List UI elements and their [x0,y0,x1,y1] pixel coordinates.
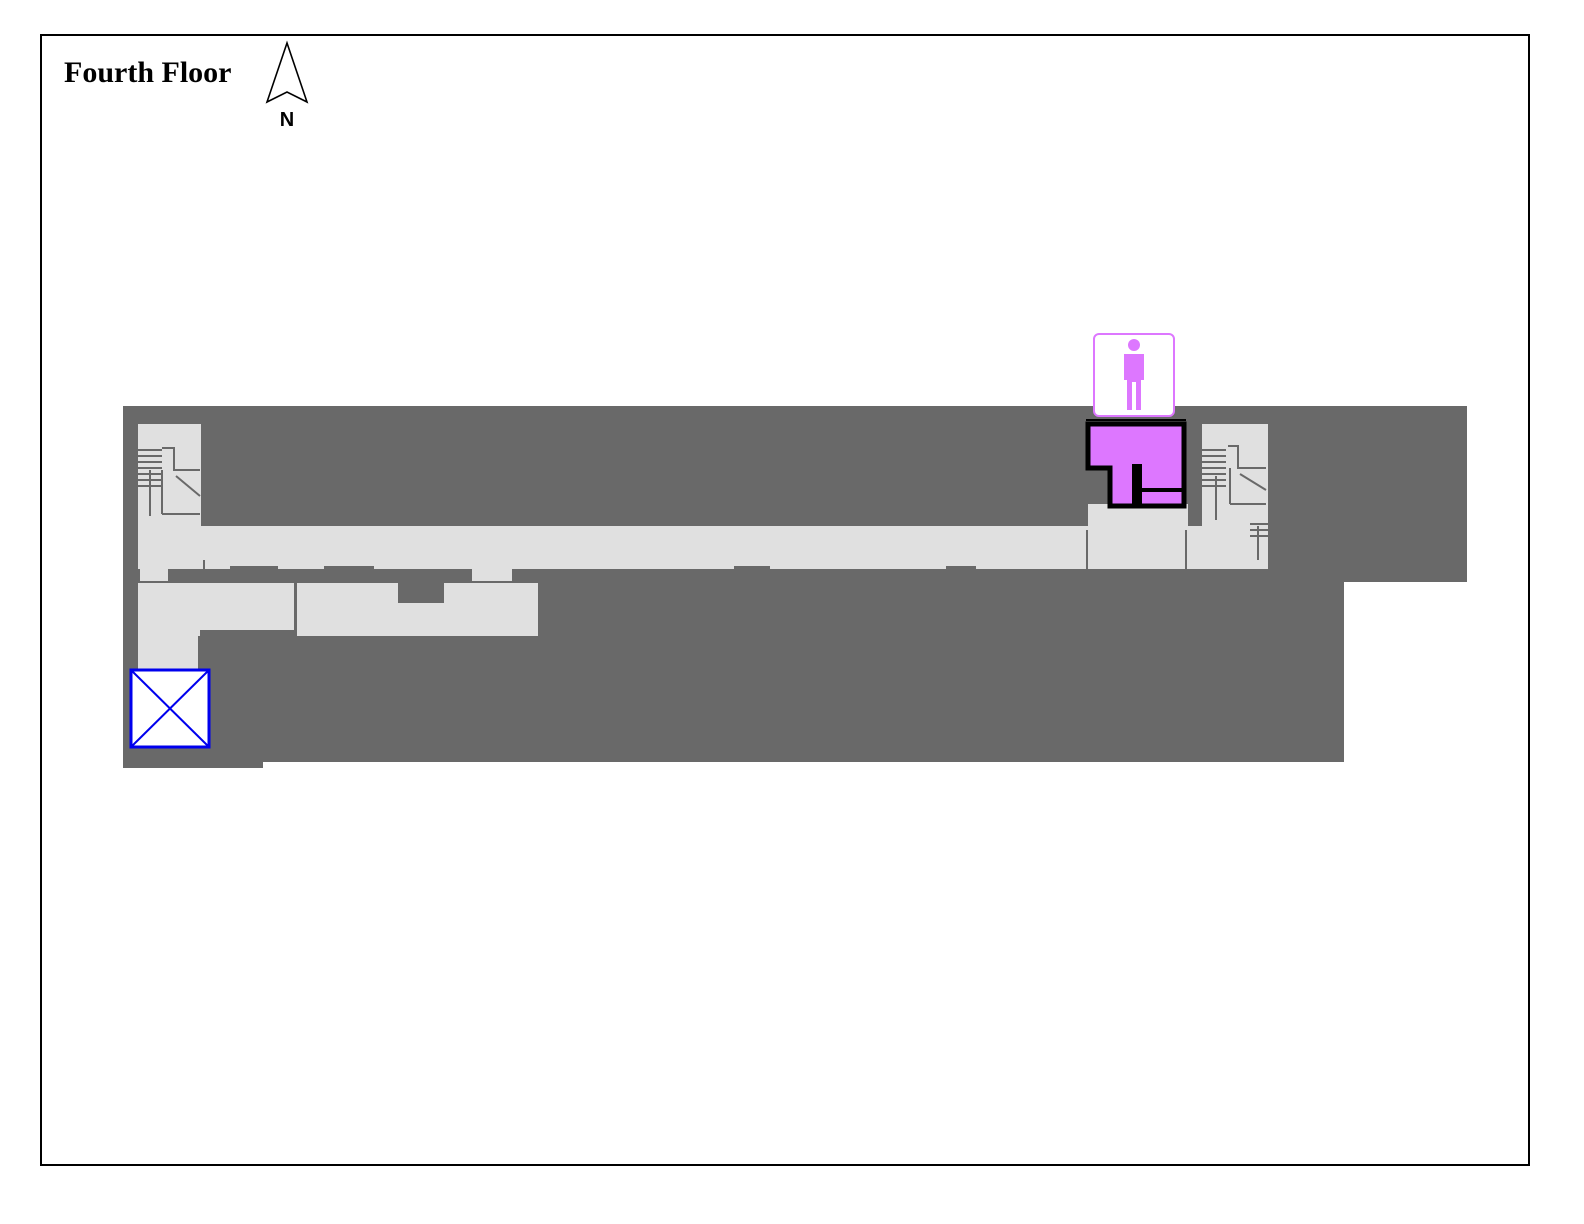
map-frame [40,34,1530,1166]
stairs-icon [138,447,201,516]
main-corridor [138,526,1268,569]
east-stair-landing [1202,424,1268,528]
corridor-dividers [200,530,1187,636]
north-label: N [280,109,294,131]
mens-restroom-icon[interactable] [1093,333,1175,417]
floor-title: Fourth Floor [64,56,232,89]
stairs-icon [1202,445,1268,560]
elevator-icon[interactable] [129,668,211,749]
restroom-room [1085,419,1187,509]
west-corridor [138,583,538,636]
west-stair-landing [138,424,201,528]
corridors [138,424,1268,670]
north-arrow-icon: N [265,40,309,131]
